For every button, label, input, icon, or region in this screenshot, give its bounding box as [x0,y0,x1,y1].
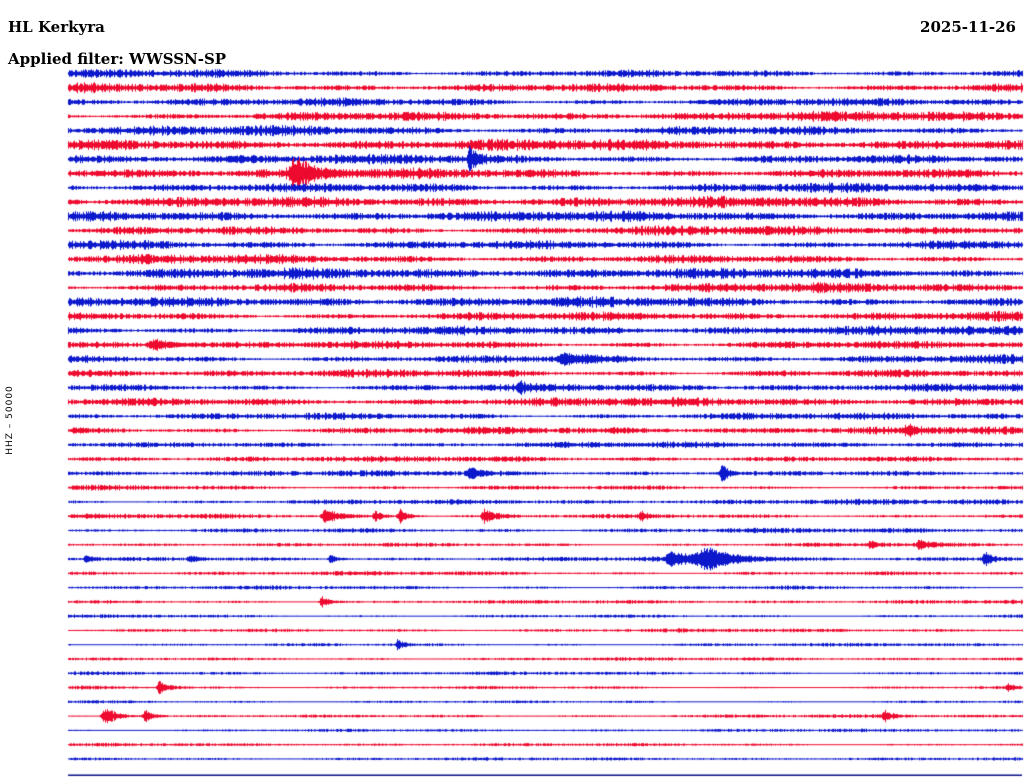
time-label-column: 00:0000:3001:0001:3002:0002:3003:0003:30… [0,0,64,780]
